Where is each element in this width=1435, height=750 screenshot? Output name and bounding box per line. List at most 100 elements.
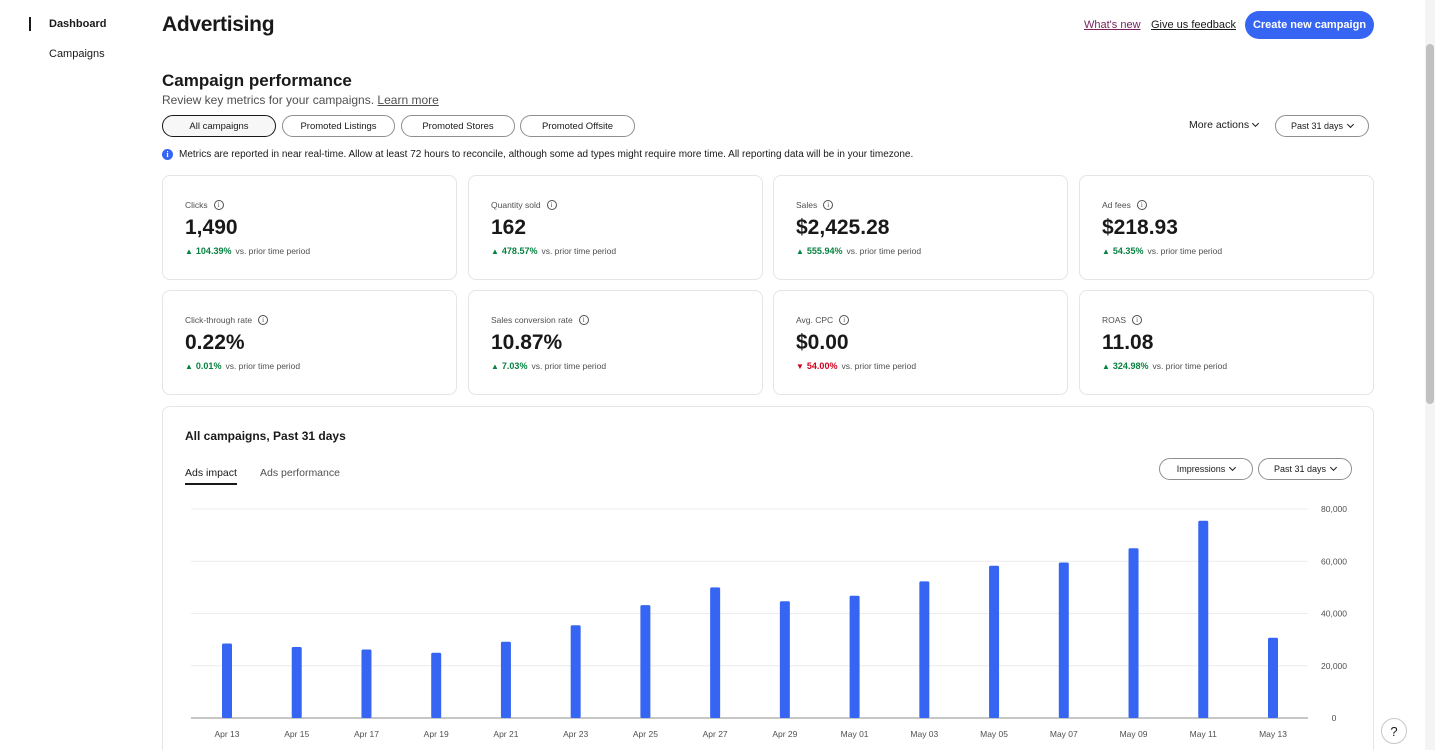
page-scrollbar[interactable]	[1425, 0, 1435, 750]
filter-promoted-stores[interactable]: Promoted Stores	[401, 115, 515, 137]
metric-label: ROAS	[1102, 315, 1127, 325]
more-actions-menu[interactable]: More actions	[1189, 119, 1260, 131]
metric-compare: vs. prior time period	[841, 361, 917, 371]
filter-all-campaigns[interactable]: All campaigns	[162, 115, 276, 137]
chart-panel: All campaigns, Past 31 days Ads impact A…	[162, 406, 1374, 750]
tab-ads-impact[interactable]: Ads impact	[185, 467, 237, 485]
chevron-down-icon	[1252, 119, 1260, 128]
bar-may-01[interactable]	[849, 595, 860, 718]
metric-compare: vs. prior time period	[541, 246, 617, 256]
metric-delta: ▲ 0.01% vs. prior time period	[185, 361, 300, 371]
metric-card-click-through-rate: Click-through rate i 0.22% ▲ 0.01% vs. prio…	[162, 290, 457, 395]
metric-change: 324.98%	[1112, 361, 1149, 371]
bar-may-03[interactable]	[919, 581, 930, 718]
page-title: Advertising	[162, 13, 275, 36]
bar-may-07[interactable]	[1058, 562, 1069, 718]
x-tick-label: Apr 23	[563, 729, 588, 739]
metric-value: 1,490	[185, 216, 238, 239]
x-tick-label: May 01	[841, 729, 869, 739]
info-icon[interactable]: i	[213, 200, 224, 210]
x-tick-label: May 09	[1120, 729, 1148, 739]
metric-value: 11.08	[1102, 331, 1154, 354]
metric-compare: vs. prior time period	[225, 361, 301, 371]
active-indicator	[29, 17, 31, 31]
metric-value: $218.93	[1102, 216, 1178, 239]
bar-apr-23[interactable]	[570, 625, 581, 718]
info-icon[interactable]: i	[823, 200, 834, 210]
metric-change: 54.35%	[1112, 246, 1144, 256]
bar-apr-13[interactable]	[222, 643, 232, 718]
metric-delta: ▲ 555.94% vs. prior time period	[796, 246, 921, 256]
x-tick-label: Apr 27	[703, 729, 728, 739]
filter-promoted-offsite[interactable]: Promoted Offsite	[520, 115, 635, 137]
bar-may-13[interactable]	[1268, 637, 1278, 718]
date-range-select[interactable]: Past 31 days	[1275, 115, 1369, 137]
metric-compare: vs. prior time period	[846, 246, 922, 256]
filter-promoted-listings[interactable]: Promoted Listings	[282, 115, 395, 137]
info-icon[interactable]: i	[578, 315, 589, 325]
bar-apr-27[interactable]	[710, 587, 721, 718]
metric-delta: ▼ 54.00% vs. prior time period	[796, 361, 916, 371]
metric-change: 478.57%	[501, 246, 538, 256]
bar-may-05[interactable]	[989, 565, 1000, 718]
help-button[interactable]: ?	[1381, 718, 1407, 744]
bar-apr-21[interactable]	[500, 641, 511, 718]
bar-apr-25[interactable]	[640, 605, 651, 718]
more-actions-label: More actions	[1189, 119, 1250, 131]
x-tick-label: Apr 17	[354, 729, 379, 739]
bar-may-09[interactable]	[1128, 548, 1139, 718]
metric-value: 162	[491, 216, 527, 239]
arrow-up-icon: ▲	[185, 246, 193, 256]
learn-more-link[interactable]: Learn more	[377, 93, 439, 107]
chevron-down-icon	[1346, 120, 1355, 129]
metric-card-sales-conversion-rate: Sales conversion rate i 10.87% ▲ 7.03% vs. …	[468, 290, 763, 395]
metric-compare: vs. prior time period	[235, 246, 311, 256]
y-tick-label: 80,000	[1321, 504, 1347, 514]
arrow-up-icon: ▲	[491, 246, 499, 256]
metric-value: 10.87%	[491, 331, 563, 354]
tab-ads-performance[interactable]: Ads performance	[260, 467, 340, 479]
info-icon[interactable]: i	[839, 315, 850, 325]
metric-label: Sales	[796, 200, 818, 210]
bar-apr-19[interactable]	[431, 652, 442, 718]
sidebar-item-campaigns[interactable]: Campaigns	[49, 48, 105, 60]
info-icon[interactable]: i	[1136, 200, 1147, 210]
x-tick-label: May 07	[1050, 729, 1078, 739]
info-banner: i Metrics are reported in near real-time…	[162, 149, 913, 160]
arrow-up-icon: ▲	[491, 361, 499, 371]
scrollbar-thumb[interactable]	[1426, 44, 1434, 404]
metric-change: 555.94%	[806, 246, 843, 256]
metric-value: $0.00	[796, 331, 849, 354]
bar-apr-15[interactable]	[291, 646, 302, 718]
feedback-link[interactable]: Give us feedback	[1151, 19, 1236, 31]
metric-delta: ▲ 478.57% vs. prior time period	[491, 246, 616, 256]
create-campaign-button[interactable]: Create new campaign	[1245, 11, 1374, 39]
x-tick-label: May 05	[980, 729, 1008, 739]
metric-select[interactable]: Impressions	[1159, 458, 1253, 480]
bar-apr-17[interactable]	[361, 649, 372, 718]
metric-delta: ▲ 7.03% vs. prior time period	[491, 361, 606, 371]
metric-delta: ▲ 54.35% vs. prior time period	[1102, 246, 1222, 256]
x-tick-label: May 03	[910, 729, 938, 739]
metric-card-roas: ROAS i 11.08 ▲ 324.98% vs. prior time perio…	[1079, 290, 1374, 395]
bar-may-11[interactable]	[1198, 520, 1209, 718]
section-subtitle: Review key metrics for your campaigns. L…	[162, 93, 439, 107]
y-tick-label: 0	[1332, 713, 1337, 723]
metric-compare: vs. prior time period	[1152, 361, 1228, 371]
info-icon[interactable]: i	[1132, 315, 1143, 325]
whats-new-link[interactable]: What's new	[1084, 19, 1141, 31]
metric-change: 54.00%	[806, 361, 838, 371]
y-tick-label: 60,000	[1321, 556, 1347, 566]
chart-date-label: Past 31 days	[1273, 464, 1327, 474]
subtitle-text: Review key metrics for your campaigns.	[162, 93, 375, 107]
arrow-up-icon: ▲	[185, 361, 193, 371]
impressions-bar-chart: 0 20,000 40,000 60,000 80,000 Apr 13 Apr 15 Apr…	[191, 504, 1347, 739]
x-tick-label: Apr 13	[214, 729, 239, 739]
info-icon[interactable]: i	[546, 200, 557, 210]
sidebar-item-dashboard[interactable]: Dashboard	[49, 18, 107, 30]
metric-value: $2,425.28	[796, 216, 890, 239]
chart-date-select[interactable]: Past 31 days	[1258, 458, 1352, 480]
info-icon[interactable]: i	[258, 315, 269, 325]
metric-card-quantity-sold: Quantity sold i 162 ▲ 478.57% vs. prior tim…	[468, 175, 763, 280]
bar-apr-29[interactable]	[779, 601, 790, 718]
